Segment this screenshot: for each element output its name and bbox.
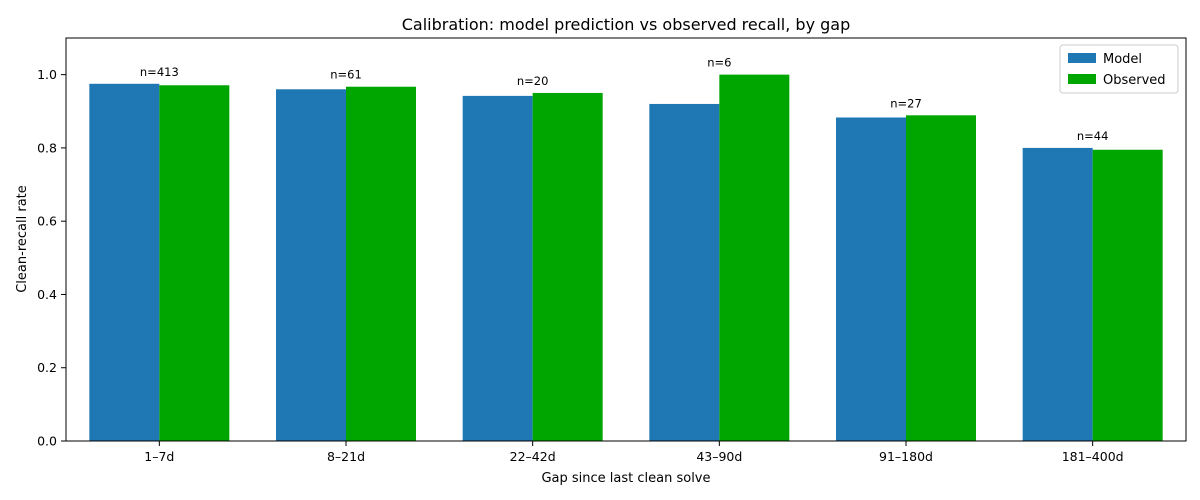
y-tick-label-1: 0.2 [37, 360, 57, 375]
bar-model-2 [462, 95, 533, 442]
x-tick-label-4: 91–180d [879, 449, 933, 464]
bar-model-4 [836, 117, 906, 441]
legend-swatch-observed [1068, 74, 1096, 84]
bar-model-0 [89, 83, 160, 441]
legend: Model Observed [1059, 44, 1179, 94]
plot-frame [65, 37, 1187, 442]
x-tick-label-5: 181–400d [1062, 449, 1124, 464]
y-tick-label-5: 1.0 [37, 67, 57, 82]
bar-observed-4 [906, 115, 976, 441]
bar-model-1 [276, 89, 346, 442]
y-tick-label-0: 0.0 [37, 434, 57, 449]
x-axis-label: Gap since last clean solve [541, 471, 710, 486]
sample-size-label-4: n=27 [890, 96, 922, 110]
bar-observed-3 [719, 74, 790, 442]
bar-model-3 [649, 103, 720, 441]
x-tick-label-1: 8–21d [327, 449, 365, 464]
y-tick-label-4: 0.8 [37, 140, 57, 155]
y-tick-label-2: 0.4 [37, 287, 57, 302]
bar-observed-5 [1092, 149, 1163, 441]
sample-size-label-1: n=61 [330, 68, 362, 82]
legend-swatch-model [1068, 53, 1096, 63]
legend-label-model: Model [1103, 52, 1142, 67]
plot-area: 1–7d n=413 8–21d n=61 22–42d n=20 43–90d n=6 91–… [37, 56, 1163, 464]
y-tick-label-3: 0.6 [37, 214, 57, 229]
sample-size-label-3: n=6 [707, 56, 731, 70]
bar-model-5 [1022, 147, 1093, 441]
x-tick-label-2: 22–42d [510, 449, 556, 464]
sample-size-label-2: n=20 [517, 74, 549, 88]
x-tick-label-0: 1–7d [144, 449, 174, 464]
sample-size-label-5: n=44 [1077, 129, 1109, 143]
sample-size-label-0: n=413 [140, 65, 179, 79]
legend-label-observed: Observed [1103, 73, 1166, 88]
x-tick-label-3: 43–90d [696, 449, 742, 464]
bar-observed-0 [159, 85, 230, 441]
chart-title: Calibration: model prediction vs observe… [402, 15, 851, 34]
bar-observed-1 [346, 86, 416, 441]
bar-observed-2 [532, 92, 603, 442]
y-axis-label: Clean-recall rate [15, 185, 30, 293]
